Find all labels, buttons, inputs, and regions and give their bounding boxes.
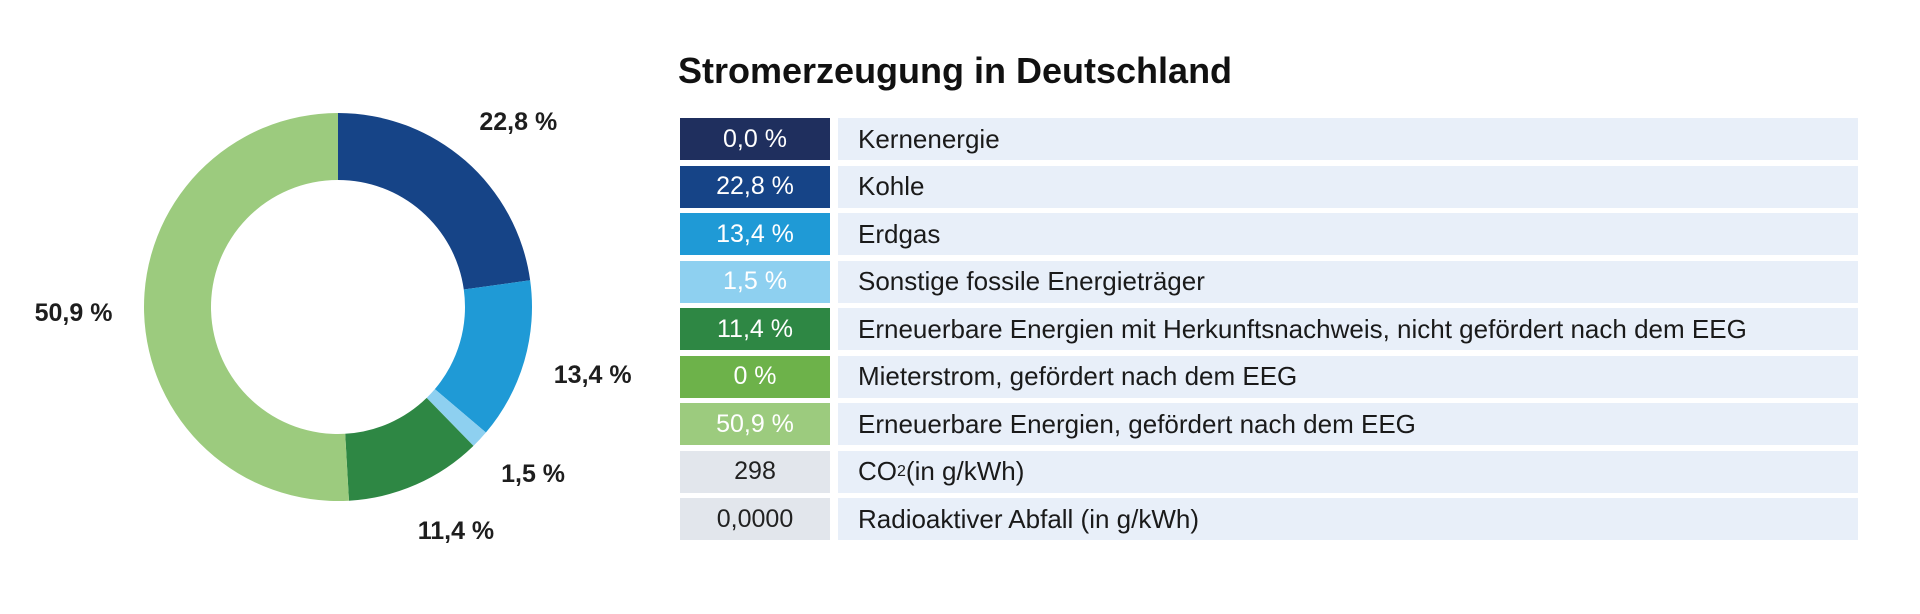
legend-row-erneuerbare-eeg: 50,9 % Erneuerbare Energien, gefördert n… bbox=[678, 403, 1858, 445]
legend-row-erdgas: 13,4 % Erdgas bbox=[678, 213, 1858, 255]
donut-chart: 22,8 % 13,4 % 1,5 % 11,4 % 50,9 % bbox=[0, 0, 660, 614]
value-box: 22,8 % bbox=[680, 165, 830, 208]
value-box: 0,0 % bbox=[680, 118, 830, 160]
value-box: 50,9 % bbox=[680, 403, 830, 445]
legend-row-co2: 298 CO 2 (in g/kWh) bbox=[678, 450, 1858, 493]
legend-row-mieterstrom: 0 % Mieterstrom, gefördert nach dem EEG bbox=[678, 355, 1858, 398]
value-box: 13,4 % bbox=[680, 213, 830, 255]
co2-unit: (in g/kWh) bbox=[905, 456, 1025, 486]
legend-label: Kernenergie bbox=[838, 118, 1858, 160]
chart-title: Stromerzeugung in Deutschland bbox=[678, 50, 1233, 91]
slice-label: 22,8 % bbox=[479, 107, 558, 136]
legend-label: Erdgas bbox=[838, 213, 1858, 255]
legend-row-kohle: 22,8 % Kohle bbox=[678, 165, 1858, 208]
donut-slice bbox=[338, 113, 531, 290]
legend-row-erneuerbare-hkn: 11,4 % Erneuerbare Energien mit Herkunft… bbox=[678, 308, 1858, 350]
legend-label: Erneuerbare Energien mit Herkunftsnachwe… bbox=[838, 308, 1858, 350]
legend-row-radioaktiv: 0,0000 Radioaktiver Abfall (in g/kWh) bbox=[678, 498, 1858, 540]
donut-slice bbox=[426, 389, 486, 446]
slice-label: 11,4 % bbox=[417, 516, 495, 545]
co2-subscript: 2 bbox=[897, 462, 906, 480]
legend-label: Sonstige fossile Energieträger bbox=[838, 260, 1858, 303]
legend-row-kernenergie: 0,0 % Kernenergie bbox=[678, 118, 1858, 160]
value-box: 0 % bbox=[680, 355, 830, 398]
value-box: 298 bbox=[680, 450, 830, 493]
slice-label: 1,5 % bbox=[501, 459, 566, 488]
donut-slice bbox=[143, 113, 349, 502]
legend-label-co2: CO 2 (in g/kWh) bbox=[838, 450, 1858, 493]
value-box: 1,5 % bbox=[680, 260, 830, 303]
legend-label: Erneuerbare Energien, gefördert nach dem… bbox=[838, 403, 1858, 445]
slice-label: 13,4 % bbox=[553, 360, 632, 389]
legend-rows: 0,0 % Kernenergie 22,8 % Kohle 13,4 % Er… bbox=[678, 118, 1858, 546]
legend-label: Kohle bbox=[838, 165, 1858, 208]
value-box: 11,4 % bbox=[680, 308, 830, 350]
donut-slice bbox=[434, 280, 532, 433]
value-box: 0,0000 bbox=[680, 498, 830, 540]
donut-svg bbox=[143, 113, 532, 502]
legend-row-sonstige-fossile: 1,5 % Sonstige fossile Energieträger bbox=[678, 260, 1858, 303]
donut-slice bbox=[345, 397, 474, 501]
legend-label: Radioaktiver Abfall (in g/kWh) bbox=[838, 498, 1858, 540]
legend-label: Mieterstrom, gefördert nach dem EEG bbox=[838, 355, 1858, 398]
slice-label: 50,9 % bbox=[34, 299, 113, 328]
co2-text: CO bbox=[858, 456, 897, 486]
